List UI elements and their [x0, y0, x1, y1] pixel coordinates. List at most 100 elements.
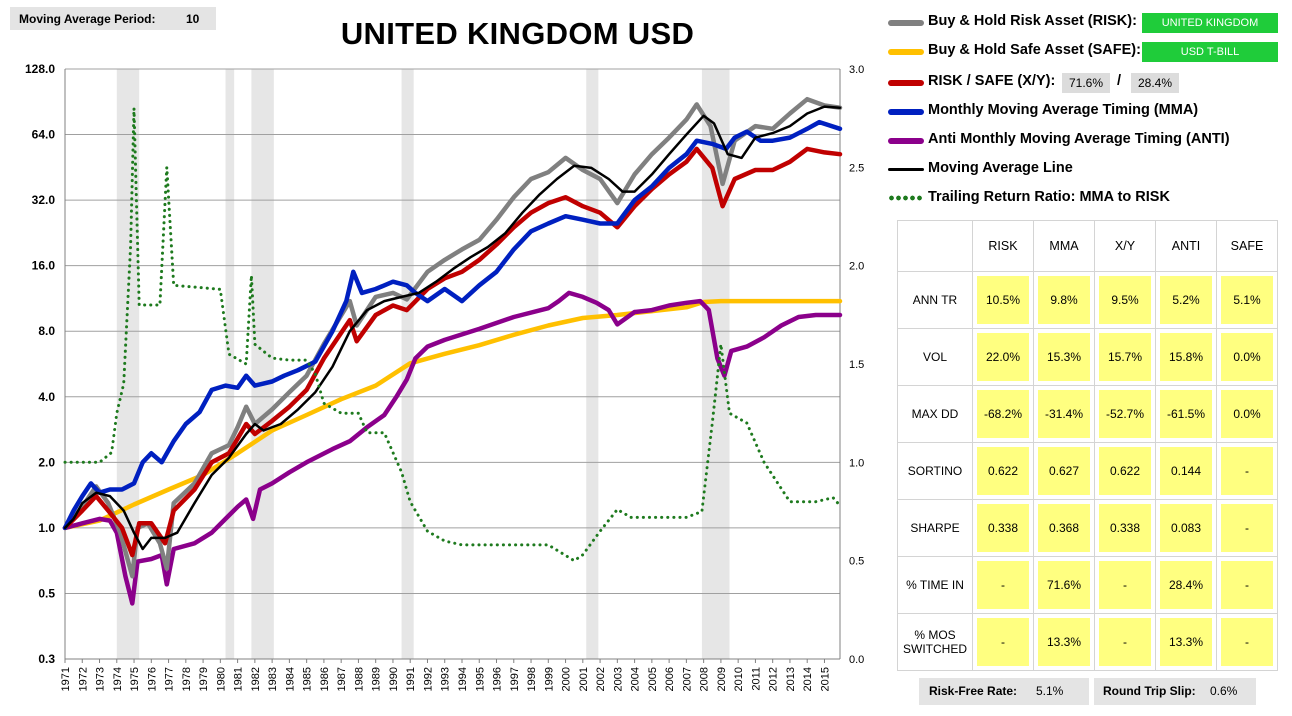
risk-free-label: Risk-Free Rate:: [929, 684, 1018, 698]
right-tick-label: 2.5: [849, 162, 864, 174]
slip-value: 0.6%: [1210, 684, 1238, 698]
x-tick-label: 1988: [353, 667, 365, 691]
x-tick-label: 1984: [284, 667, 296, 691]
x-tick-label: 1976: [146, 667, 158, 691]
risk-asset-tag: UNITED KINGDOM: [1142, 13, 1278, 33]
recession-band: [251, 69, 274, 659]
x-tick-label: 1987: [336, 667, 348, 691]
stat-value: 13.3%: [1160, 618, 1212, 666]
stats-corner: [897, 220, 973, 272]
legend-risk-label: Buy & Hold Risk Asset (RISK):: [928, 13, 1137, 29]
xy-risk-pct: 71.6%: [1062, 73, 1110, 93]
x-tick-label: 1974: [112, 667, 124, 691]
left-tick-label: 4.0: [38, 390, 55, 404]
right-tick-label: 2.0: [849, 261, 864, 273]
stat-value: -52.7%: [1099, 390, 1151, 438]
series-line-mma: [62, 119, 843, 531]
col-head-safe: SAFE: [1216, 220, 1278, 272]
x-tick-label: 2011: [750, 667, 762, 691]
stats-row-ann-tr: ANN TR 10.5% 9.8% 9.5% 5.2% 5.1%: [897, 271, 1278, 329]
stat-value: 0.0%: [1221, 390, 1273, 438]
x-tick-label: 1999: [543, 667, 555, 691]
x-tick-label: 1993: [440, 667, 452, 691]
stat-value: -: [1099, 561, 1151, 609]
x-tick-label: 1978: [181, 667, 193, 691]
x-tick-label: 2001: [578, 667, 590, 691]
stat-value: 9.5%: [1099, 276, 1151, 324]
row-head: % TIME IN: [897, 556, 973, 614]
ma-line-swatch: [888, 168, 924, 171]
stats-table: RISK MMA X/Y ANTI SAFE ANN TR 10.5% 9.8%…: [897, 220, 1278, 671]
x-tick-label: 1998: [526, 667, 538, 691]
stat-value: 5.2%: [1160, 276, 1212, 324]
row-head: % MOS SWITCHED: [897, 613, 973, 671]
x-tick-label: 1982: [250, 667, 262, 691]
line-chart: 0.3 0.5 1.0 2.0 4.0 8.0 16.0 32.0 64.0 128.0 0.0 0.…: [25, 62, 864, 691]
left-tick-label: 64.0: [32, 128, 56, 142]
stat-value: 15.8%: [1160, 333, 1212, 381]
legend-ratio-label: Trailing Return Ratio: MMA to RISK: [928, 189, 1170, 205]
x-tick-label: 1985: [302, 667, 314, 691]
ma-period-box: Moving Average Period: 10: [10, 7, 216, 30]
stats-row-mos-switched: % MOS SWITCHED - 13.3% - 13.3% -: [897, 613, 1278, 671]
x-tick-label: 1973: [95, 667, 107, 691]
stat-value: 0.083: [1160, 504, 1212, 552]
col-head-anti: ANTI: [1155, 220, 1217, 272]
right-tick-label: 3.0: [849, 64, 864, 76]
row-head: SORTINO: [897, 442, 973, 500]
right-tick-label: 1.5: [849, 359, 864, 371]
stat-value: 0.144: [1160, 447, 1212, 495]
right-tick-label: 0.0: [849, 654, 864, 666]
stat-value: 71.6%: [1038, 561, 1090, 609]
recession-band: [225, 69, 235, 659]
col-head-mma: MMA: [1033, 220, 1095, 272]
x-tick-label: 1997: [509, 667, 521, 691]
right-tick-label: 1.0: [849, 457, 864, 469]
safe-asset-tag: USD T-BILL: [1142, 42, 1278, 62]
stat-value: 0.622: [1099, 447, 1151, 495]
left-tick-label: 16.0: [32, 259, 56, 273]
x-tick-label: 2009: [716, 667, 728, 691]
x-tick-label: 1971: [60, 667, 72, 691]
x-tick-label: 1994: [457, 667, 469, 691]
x-tick-label: 1991: [405, 667, 417, 691]
legend-anti-label: Anti Monthly Moving Average Timing (ANTI…: [928, 131, 1230, 147]
x-tick-label: 1972: [77, 667, 89, 691]
stats-header-row: RISK MMA X/Y ANTI SAFE: [897, 220, 1278, 272]
row-head: ANN TR: [897, 271, 973, 329]
stat-value: 28.4%: [1160, 561, 1212, 609]
x-tick-label: 2006: [664, 667, 676, 691]
stat-value: -: [1221, 504, 1273, 552]
row-head: MAX DD: [897, 385, 973, 443]
right-tick-label: 0.5: [849, 556, 864, 568]
stat-value: -: [1099, 618, 1151, 666]
stat-value: 15.7%: [1099, 333, 1151, 381]
x-tick-label: 1986: [319, 667, 331, 691]
stat-value: 5.1%: [1221, 276, 1273, 324]
stat-value: 10.5%: [977, 276, 1029, 324]
stat-value: 15.3%: [1038, 333, 1090, 381]
xy-separator: /: [1117, 73, 1122, 89]
x-tick-label: 1980: [215, 667, 227, 691]
x-tick-label: 2000: [561, 667, 573, 691]
x-tick-label: 2008: [699, 667, 711, 691]
stat-value: -: [977, 561, 1029, 609]
x-tick-label: 2005: [647, 667, 659, 691]
safe-swatch: [888, 49, 924, 55]
stats-row-sharpe: SHARPE 0.338 0.368 0.338 0.083 -: [897, 499, 1278, 557]
legend-ma-line-label: Moving Average Line: [928, 160, 1073, 176]
stat-value: 9.8%: [1038, 276, 1090, 324]
ratio-swatch: [888, 195, 924, 201]
left-tick-label: 128.0: [25, 62, 55, 76]
x-tick-label: 1983: [267, 667, 279, 691]
x-tick-label: 1979: [198, 667, 210, 691]
stats-row-max-dd: MAX DD -68.2% -31.4% -52.7% -61.5% 0.0%: [897, 385, 1278, 443]
left-tick-label: 1.0: [38, 521, 55, 535]
round-trip-slip-box: Round Trip Slip: 0.6%: [1094, 678, 1256, 705]
stats-row-vol: VOL 22.0% 15.3% 15.7% 15.8% 0.0%: [897, 328, 1278, 386]
x-tick-label: 1989: [371, 667, 383, 691]
x-tick-label: 1990: [388, 667, 400, 691]
left-tick-label: 0.3: [38, 652, 55, 666]
series-line-ratio: [63, 106, 842, 563]
x-tick-label: 1981: [233, 667, 245, 691]
